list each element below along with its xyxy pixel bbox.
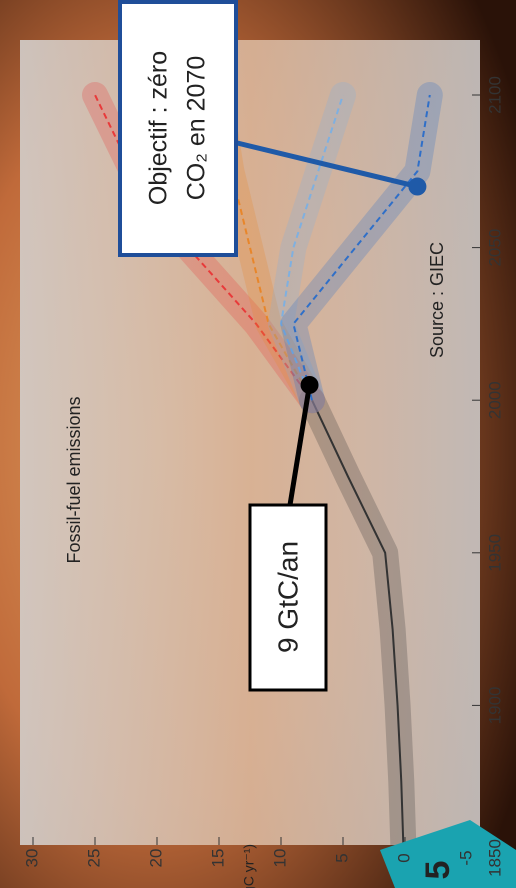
y-tick-label: 10	[270, 849, 289, 868]
y-tick-label: 30	[22, 849, 41, 868]
annotation-dot	[301, 376, 319, 394]
annotation-text: Objectif : zéro	[145, 51, 173, 205]
annotation-box	[120, 2, 236, 255]
annotation-text: CO₂ en 2070	[183, 56, 211, 201]
y-tick-label: -5	[456, 850, 475, 865]
x-tick-label: 1950	[485, 534, 504, 572]
y-tick-label: 15	[208, 849, 227, 868]
x-tick-label: 2000	[485, 381, 504, 419]
y-axis-label: (PgC yr⁻¹)	[241, 844, 257, 888]
source: Source : GIEC	[427, 242, 447, 358]
chart: Fossil-fuel emissions (PgC yr⁻¹) Source …	[0, 0, 516, 888]
y-tick-label: 20	[146, 849, 165, 868]
annotation-text: 9 GtC/an	[272, 541, 303, 653]
x-tick-label: 2100	[485, 76, 504, 114]
y-tick-label: 5	[332, 853, 351, 862]
x-tick-label: 2050	[485, 229, 504, 267]
page: {"chart_data": {"type": "line", "title":…	[0, 0, 516, 888]
y-tick-label: 0	[394, 853, 413, 862]
annotation-dot	[408, 178, 426, 196]
chart-title: Fossil-fuel emissions	[64, 396, 84, 563]
badge: 5	[419, 861, 457, 880]
x-tick-label: 1850	[485, 839, 504, 877]
y-tick-label: 25	[84, 849, 103, 868]
x-tick-label: 1900	[485, 686, 504, 724]
